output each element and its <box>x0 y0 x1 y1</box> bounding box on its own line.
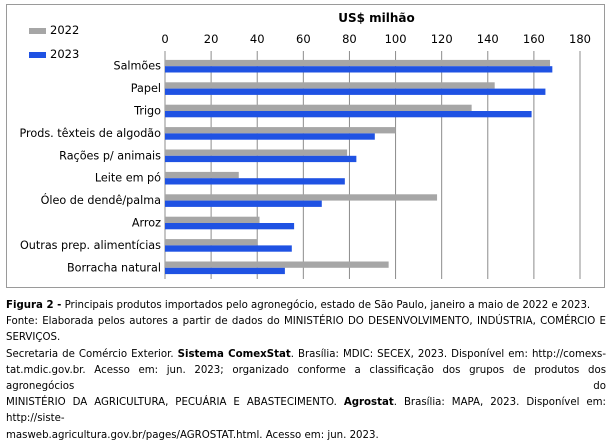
category-label: Salmões <box>113 60 161 73</box>
caption-source-line: tat.mdic.gov.br. Acesso em: jun. 2023; o… <box>6 363 606 395</box>
caption-title-text: Principais produtos importados pelo agro… <box>64 300 591 311</box>
legend-swatch-2022 <box>29 28 46 34</box>
category-label: Óleo de dendê/palma <box>41 194 161 207</box>
caption-source-line: masweb.agricultura.gov.br/pages/AGROSTAT… <box>6 428 606 444</box>
caption-source-bold: Sistema ComexStat <box>177 348 291 360</box>
legend-label-2023: 2023 <box>50 47 79 61</box>
bar-2022 <box>165 239 258 246</box>
bar-2023 <box>165 245 292 252</box>
bar-2022 <box>165 104 472 111</box>
bar-2022 <box>165 216 260 223</box>
bar-2023 <box>165 223 295 230</box>
legend-swatch-2023 <box>29 52 46 58</box>
bar-2022 <box>165 127 396 134</box>
caption-source-text: tat.mdic.gov.br. Acesso em: jun. 2023; o… <box>6 364 606 393</box>
bar-2022 <box>165 194 438 201</box>
category-label: Arroz <box>132 217 161 230</box>
caption-source-bold: Agrostat <box>343 397 394 409</box>
caption-source-text: Secretaria de Comércio Exterior. <box>6 348 178 360</box>
caption-source: Fonte: Elaborada pelos autores a partir … <box>6 314 606 444</box>
category-label: Rações p/ animais <box>59 149 161 162</box>
tick-labels: 0 20 40 60 80 100 120 140 160 180 <box>161 32 591 46</box>
tick-label: 100 <box>385 32 407 46</box>
bar-2022 <box>165 82 495 89</box>
bar-chart: US$ milhão 0 20 40 60 80 100 120 140 160 180 Salm… <box>20 11 591 279</box>
caption-source-text: MINISTÉRIO DA AGRICULTURA, PECUÁRIA E AB… <box>6 397 344 409</box>
category-label: Leite em pó <box>95 172 161 185</box>
chart-title: US$ milhão <box>338 11 415 25</box>
bar-2023 <box>165 88 546 95</box>
caption-source-line: MINISTÉRIO DA AGRICULTURA, PECUÁRIA E AB… <box>6 395 606 427</box>
caption-source-text: . Brasília: MDIC: SECEX, 2023. Disponíve… <box>290 348 607 360</box>
tick-label: 0 <box>161 32 168 46</box>
caption-source-text: Fonte: Elaborada pelos autores a partir … <box>6 316 606 344</box>
category-label: Trigo <box>133 105 161 118</box>
bar-2022 <box>165 261 389 268</box>
caption-source-text: masweb.agricultura.gov.br/pages/AGROSTAT… <box>6 429 379 441</box>
figure-caption: Figura 2 - Principais produtos importado… <box>6 298 606 444</box>
tick-label: 120 <box>431 32 453 46</box>
tick-label: 80 <box>342 32 357 46</box>
legend: 2022 2023 <box>29 23 79 61</box>
tick-label: 60 <box>296 32 311 46</box>
category-label: Papel <box>131 82 161 95</box>
bar-2022 <box>165 171 239 179</box>
tick-label: 20 <box>204 32 219 46</box>
bar-2023 <box>165 66 553 73</box>
caption-label: Figura 2 - <box>6 300 62 311</box>
bars <box>165 59 553 275</box>
legend-label-2022: 2022 <box>50 23 79 37</box>
bar-2023 <box>165 200 322 207</box>
chart-frame: US$ milhão 0 20 40 60 80 100 120 140 160 180 Salm… <box>6 4 605 288</box>
category-label: Prods. têxteis de algodão <box>20 127 162 140</box>
tick-label: 40 <box>250 32 265 46</box>
tick-label: 140 <box>477 32 499 46</box>
caption-title: Figura 2 - Principais produtos importado… <box>6 298 606 314</box>
bar-2022 <box>165 59 551 67</box>
bar-2023 <box>165 155 357 163</box>
category-label: Outras prep. alimentícias <box>20 239 161 252</box>
bar-2022 <box>165 149 348 156</box>
bar-2023 <box>165 267 285 275</box>
tick-label: 180 <box>569 32 591 46</box>
tick-label: 160 <box>523 32 545 46</box>
category-labels: Salmões Papel Trigo Prods. têxteis de algod… <box>20 60 162 275</box>
caption-source-line: Secretaria de Comércio Exterior. Sistema… <box>6 347 606 363</box>
bar-2023 <box>165 178 345 185</box>
category-label: Borracha natural <box>67 261 161 274</box>
bar-2023 <box>165 133 375 140</box>
bar-2023 <box>165 111 532 118</box>
caption-source-line: Fonte: Elaborada pelos autores a partir … <box>6 314 606 346</box>
